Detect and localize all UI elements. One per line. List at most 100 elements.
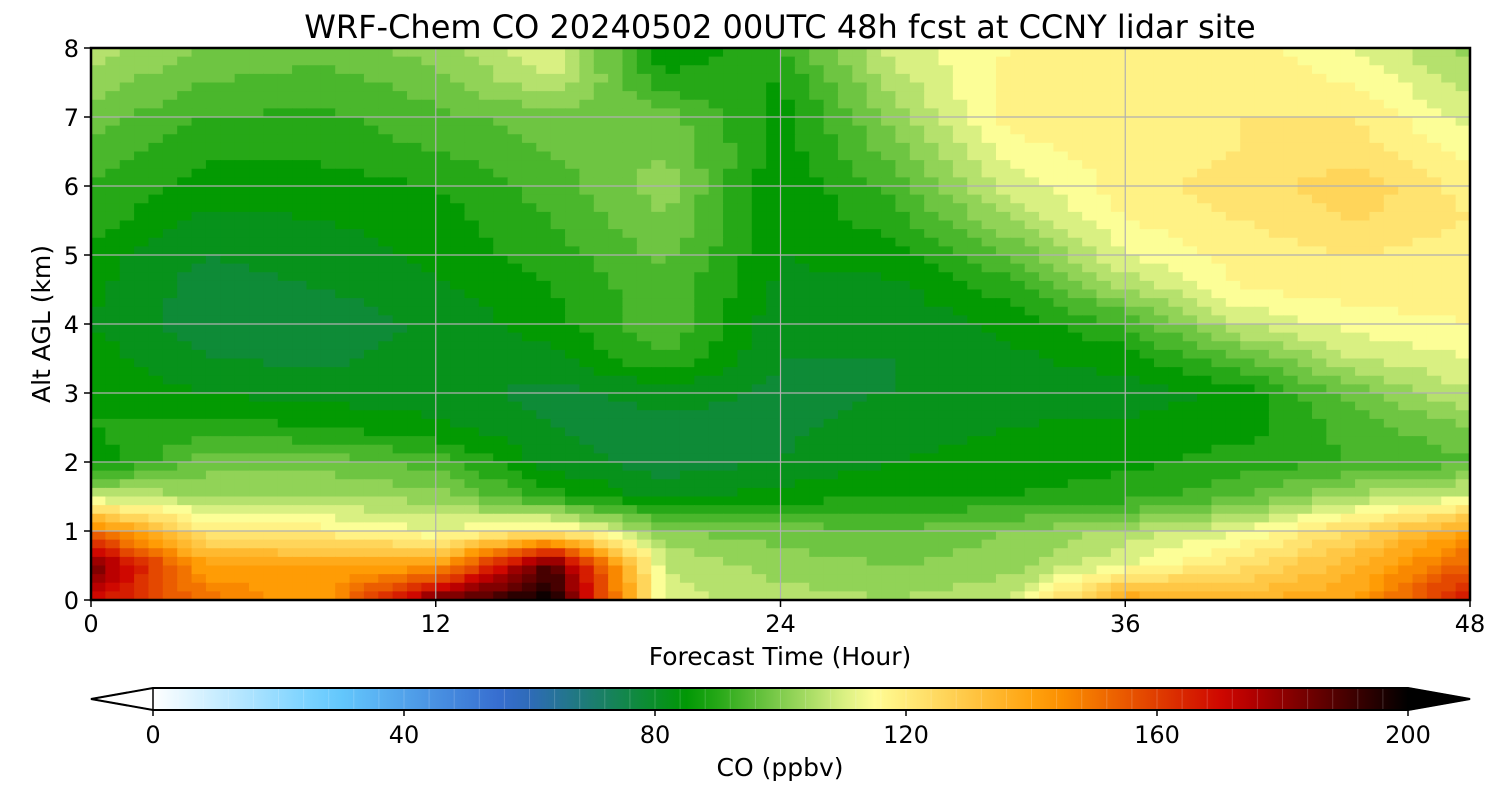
contour-cell — [464, 410, 480, 420]
contour-cell — [1197, 246, 1213, 256]
contour-cell — [565, 48, 580, 58]
contour-cell — [1168, 298, 1184, 308]
contour-cell — [1197, 263, 1213, 273]
contour-cell — [292, 289, 308, 299]
contour-cell — [1283, 125, 1299, 135]
contour-cell — [1326, 82, 1342, 92]
contour-cell — [565, 82, 580, 92]
contour-cell — [234, 99, 250, 109]
contour-cell — [780, 134, 796, 144]
contour-cell — [737, 341, 753, 351]
contour-cell — [292, 73, 308, 84]
contour-cell — [464, 211, 480, 222]
contour-cell — [1340, 358, 1356, 368]
contour-cell — [665, 263, 681, 273]
contour-cell — [694, 393, 710, 403]
contour-cell — [708, 186, 724, 196]
contour-cell — [636, 56, 652, 66]
contour-cell — [1024, 324, 1040, 334]
contour-cell — [421, 82, 437, 92]
contour-cell — [723, 487, 738, 498]
contour-cell — [148, 479, 164, 489]
contour-cell — [1153, 367, 1169, 377]
contour-cell — [550, 194, 566, 204]
contour-cell — [1297, 117, 1313, 127]
contour-cell — [938, 384, 954, 394]
contour-cell — [1125, 82, 1141, 92]
contour-cell — [737, 134, 753, 144]
contour-cell — [1139, 186, 1155, 196]
contour-cell — [421, 255, 437, 265]
contour-cell — [119, 99, 135, 109]
contour-cell — [507, 453, 523, 463]
contour-cell — [349, 168, 365, 178]
contour-cell — [1067, 462, 1083, 472]
contour-cell — [952, 134, 968, 144]
contour-cell — [708, 255, 724, 265]
contour-cell — [1340, 306, 1356, 316]
contour-cell — [119, 246, 135, 256]
contour-cell — [234, 237, 250, 247]
contour-cell — [550, 237, 566, 247]
contour-cell — [1168, 263, 1184, 273]
contour-cell — [1297, 393, 1313, 403]
contour-cell — [407, 418, 422, 429]
contour-cell — [1283, 462, 1299, 472]
contour-cell — [1024, 56, 1040, 66]
contour-cell — [493, 134, 509, 144]
contour-cell — [1326, 263, 1342, 273]
contour-cell — [1153, 73, 1169, 84]
contour-cell — [723, 306, 738, 316]
contour-cell — [636, 108, 652, 118]
contour-cell — [1024, 246, 1040, 256]
contour-cell — [191, 108, 207, 118]
contour-cell — [1283, 315, 1299, 325]
contour-cell — [1355, 48, 1371, 58]
contour-cell — [421, 393, 437, 403]
contour-cell — [651, 315, 667, 325]
contour-cell — [91, 375, 106, 385]
contour-cell — [967, 289, 983, 299]
contour-cell — [665, 487, 681, 498]
contour-cell — [737, 203, 753, 213]
contour-cell — [1197, 470, 1213, 480]
contour-cell — [1412, 237, 1428, 247]
contour-cell — [148, 324, 164, 334]
contour-cell — [809, 324, 825, 334]
contour-cell — [277, 142, 293, 153]
contour-cell — [1182, 341, 1198, 351]
contour-cell — [909, 358, 925, 368]
contour-cell — [593, 99, 609, 109]
contour-cell — [636, 436, 652, 446]
contour-cell — [1096, 186, 1112, 196]
contour-cell — [536, 384, 552, 394]
contour-cell — [1096, 168, 1112, 178]
contour-cell — [435, 160, 451, 170]
contour-cell — [335, 255, 351, 265]
contour-cell — [593, 48, 609, 58]
contour-cell — [1010, 453, 1026, 463]
contour-cell — [1311, 160, 1327, 170]
contour-cell — [1125, 229, 1141, 239]
contour-cell — [1254, 99, 1270, 109]
contour-cell — [1254, 203, 1270, 213]
contour-cell — [507, 229, 523, 239]
contour-cell — [205, 99, 221, 109]
contour-cell — [234, 194, 250, 204]
contour-cell — [105, 186, 121, 196]
contour-cell — [622, 418, 638, 429]
contour-cell — [205, 203, 221, 213]
contour-cell — [493, 384, 509, 394]
contour-cell — [1110, 82, 1126, 92]
contour-cell — [1383, 280, 1399, 291]
contour-cell — [507, 393, 523, 403]
contour-cell — [277, 160, 293, 170]
contour-cell — [1283, 418, 1299, 429]
contour-cell — [105, 168, 121, 178]
contour-cell — [1024, 272, 1040, 282]
contour-cell — [608, 160, 624, 170]
contour-cell — [579, 134, 595, 144]
contour-cell — [1153, 332, 1169, 342]
contour-cell — [1096, 427, 1112, 437]
contour-cell — [723, 418, 738, 429]
